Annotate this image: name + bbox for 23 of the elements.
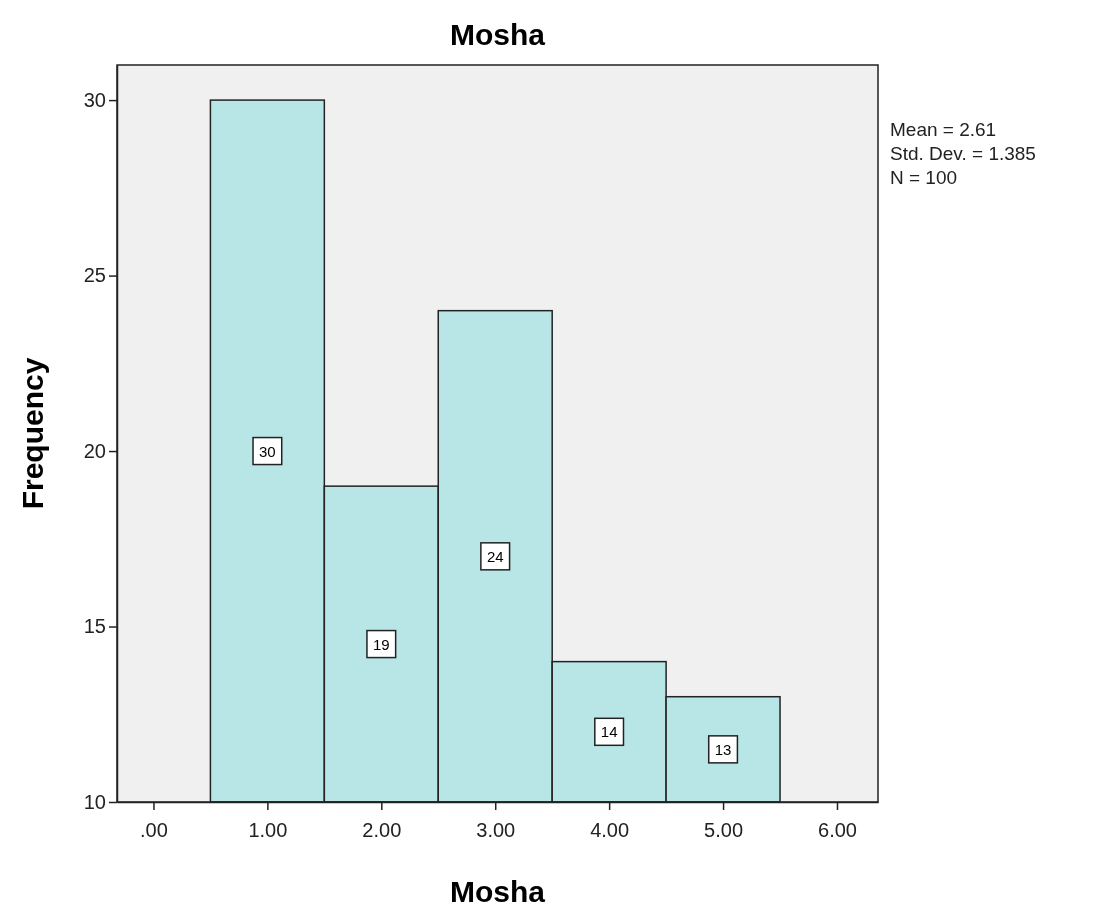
y-axis-title: Frequency <box>16 357 49 510</box>
y-tick-label: 20 <box>83 439 106 462</box>
chart-title: Mosha <box>449 18 546 51</box>
x-axis-title: Mosha <box>449 875 546 908</box>
y-tick-label: 15 <box>83 615 106 638</box>
x-tick-label: 2.00 <box>362 819 402 841</box>
x-tick-label: .00 <box>140 819 168 841</box>
y-tick-label: 25 <box>83 264 106 287</box>
y-tick-label: 30 <box>83 89 106 111</box>
x-tick-label: 5.00 <box>704 819 744 841</box>
text: Mean = 2.61 <box>890 119 997 140</box>
text: Std. Dev. = 1.385 <box>890 143 1036 164</box>
y-tick-label: 10 <box>83 790 106 813</box>
data-label: 19 <box>372 635 390 653</box>
x-tick-label: 4.00 <box>590 819 630 841</box>
data-label: 24 <box>486 547 504 565</box>
x-tick-label: 6.00 <box>818 819 857 841</box>
x-tick-label: 1.00 <box>248 819 288 841</box>
x-tick-label: 3.00 <box>476 819 516 841</box>
text: N = 100 <box>890 167 958 188</box>
data-label: 30 <box>259 442 276 460</box>
data-label: 14 <box>600 723 618 741</box>
data-label: 13 <box>714 740 732 758</box>
